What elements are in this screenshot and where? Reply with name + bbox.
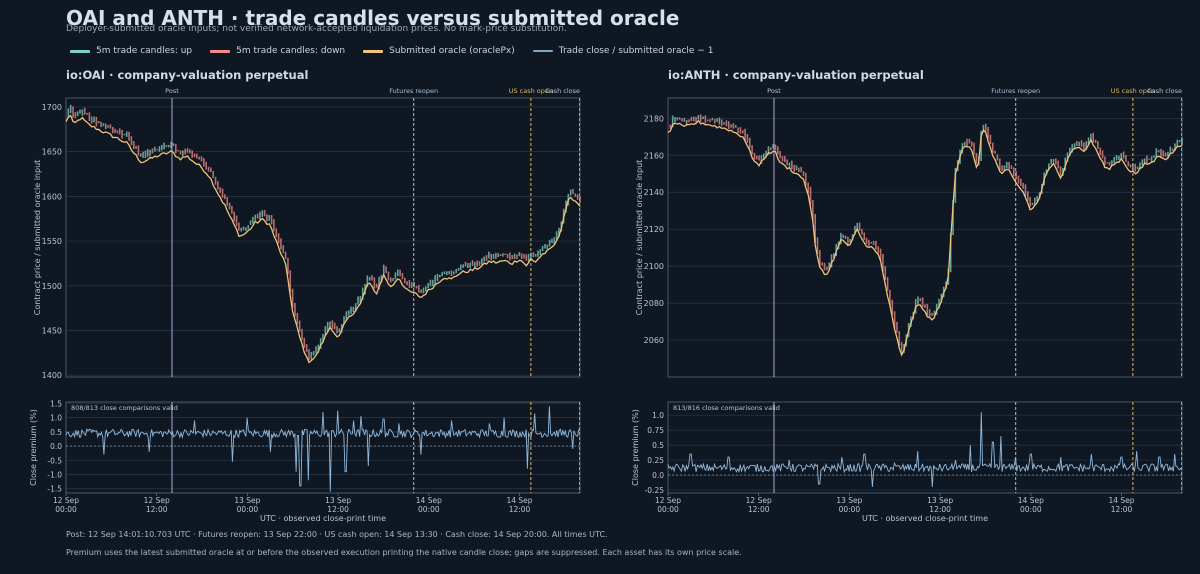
x-tick-label: 13 Sep — [234, 496, 260, 505]
legend-swatch — [210, 49, 231, 53]
premium-tick-label: 1.5 — [50, 399, 62, 408]
trade-candles — [67, 104, 581, 361]
x-tick-label: 12 Sep — [144, 496, 170, 505]
footer-method-note: Premium uses the latest submitted oracle… — [66, 548, 742, 557]
legend-entry-up-candles: 5m trade candles: up — [70, 46, 192, 56]
price-tick-label: 2140 — [644, 188, 664, 197]
price-tick-label: 2180 — [644, 114, 664, 123]
x-axis-label: UTC · observed close-print time — [862, 514, 988, 523]
panel-oai: 1400 1450 1500 1550 1600 1650 1700 Contract pri… — [29, 87, 581, 523]
legend-label: Trade close / submitted oracle − 1 — [558, 46, 714, 56]
event-label-post: Post — [767, 87, 781, 95]
premium-tick-label: -0.25 — [645, 486, 665, 495]
x-tick-label-time: 12:00 — [748, 505, 770, 514]
chart-title: OAI and ANTH · trade candles versus subm… — [66, 6, 680, 30]
x-tick-label-time: 12:00 — [509, 505, 531, 514]
premium-tick-label: 0.25 — [647, 456, 664, 465]
x-tick-label-time: 00:00 — [839, 505, 861, 514]
price-plot-frame — [65, 97, 581, 378]
x-tick-label-time: 12:00 — [146, 505, 168, 514]
x-tick-label-time: 00:00 — [657, 505, 679, 514]
x-tick-label: 14 Sep — [1108, 496, 1134, 505]
event-label-cash-open: US cash open — [509, 87, 553, 95]
price-tick-label: 2060 — [644, 336, 664, 345]
x-tick-label: 14 Sep — [506, 496, 532, 505]
price-tick-label: 1550 — [42, 237, 62, 246]
x-tick-label: 13 Sep — [325, 496, 351, 505]
premium-y-axis-label: Close premium (%) — [631, 409, 640, 486]
premium-tick-label: 0.0 — [652, 471, 664, 480]
price-tick-label: 2080 — [644, 299, 664, 308]
event-label-futures: Futures reopen — [991, 87, 1040, 95]
price-tick-label: 2120 — [644, 225, 664, 234]
legend-entry-oracle: Submitted oracle (oraclePx) — [363, 46, 515, 56]
premium-tick-label: 1.0 — [652, 411, 664, 420]
premium-tick-label: 1.0 — [50, 414, 62, 423]
legend-entry-premium: Trade close / submitted oracle − 1 — [532, 46, 714, 56]
x-tick-label-time: 12:00 — [929, 505, 951, 514]
legend-swatch — [532, 50, 553, 52]
x-tick-label-time: 00:00 — [237, 505, 259, 514]
x-tick-label-time: 00:00 — [1020, 505, 1042, 514]
premium-tick-label: 0.5 — [50, 428, 62, 437]
event-label-cash-open: US cash open — [1111, 87, 1155, 95]
price-tick-label: 1400 — [42, 371, 62, 380]
x-tick-label: 12 Sep — [746, 496, 772, 505]
x-tick-label: 12 Sep — [53, 496, 79, 505]
premium-tick-label: -1.0 — [47, 471, 62, 480]
panel-anth: 2060 2080 2100 2120 2140 2160 2180 Contract pri… — [631, 87, 1183, 523]
valid-comparisons-note: 808/813 close comparisons valid — [71, 404, 178, 412]
price-tick-label: 1650 — [42, 148, 62, 157]
legend-label: 5m trade candles: down — [236, 46, 346, 56]
premium-plot-frame — [667, 401, 1183, 494]
event-label-post: Post — [165, 87, 179, 95]
chart-subtitle: Deployer-submitted oracle inputs; not ve… — [66, 24, 567, 34]
price-y-axis-label: Contract price / submitted oracle input — [635, 160, 644, 316]
price-plot-frame — [667, 97, 1183, 378]
price-y-axis-label: Contract price / submitted oracle input — [33, 160, 42, 316]
price-tick-label: 2100 — [644, 262, 664, 271]
x-tick-label: 14 Sep — [1018, 496, 1044, 505]
legend-swatch — [70, 49, 90, 53]
premium-y-axis-label: Close premium (%) — [29, 409, 38, 486]
x-tick-label: 14 Sep — [416, 496, 442, 505]
premium-tick-label: -1.5 — [47, 485, 62, 494]
x-tick-label: 12 Sep — [655, 496, 681, 505]
trade-candles — [669, 114, 1183, 353]
event-label-cash-close: Cash close — [1147, 87, 1182, 95]
legend-entry-down-candles: 5m trade candles: down — [210, 46, 345, 56]
price-tick-label: 2160 — [644, 151, 664, 160]
footer-events-note: Post: 12 Sep 14:01:10.703 UTC · Futures … — [66, 530, 608, 539]
x-tick-label-time: 12:00 — [1111, 505, 1133, 514]
event-label-cash-close: Cash close — [545, 87, 580, 95]
event-label-futures: Futures reopen — [389, 87, 438, 95]
x-axis-label: UTC · observed close-print time — [260, 514, 386, 523]
legend-swatch — [363, 49, 384, 53]
x-tick-label-time: 12:00 — [327, 505, 349, 514]
oracle-line — [667, 119, 1183, 357]
premium-line — [65, 406, 581, 492]
price-tick-label: 1450 — [42, 327, 62, 336]
legend: 5m trade candles: up 5m trade candles: d… — [70, 46, 713, 56]
x-tick-label-time: 00:00 — [55, 505, 77, 514]
price-tick-label: 1700 — [42, 103, 62, 112]
premium-tick-label: 0.0 — [50, 442, 62, 451]
panel-title-anth: io:ANTH · company-valuation perpetual — [668, 68, 924, 82]
panel-title-oai: io:OAI · company-valuation perpetual — [66, 68, 309, 82]
premium-tick-label: -0.5 — [47, 456, 62, 465]
legend-label: Submitted oracle (oraclePx) — [389, 46, 515, 56]
x-tick-label: 13 Sep — [836, 496, 862, 505]
x-tick-label: 13 Sep — [927, 496, 953, 505]
oracle-line — [65, 114, 581, 364]
premium-tick-label: 0.5 — [652, 441, 664, 450]
legend-label: 5m trade candles: up — [96, 46, 193, 56]
valid-comparisons-note: 813/816 close comparisons valid — [673, 404, 780, 412]
premium-tick-label: 0.75 — [647, 426, 664, 435]
price-tick-label: 1500 — [42, 282, 62, 291]
x-tick-label-time: 00:00 — [418, 505, 440, 514]
premium-line — [667, 412, 1183, 488]
price-tick-label: 1600 — [42, 192, 62, 201]
